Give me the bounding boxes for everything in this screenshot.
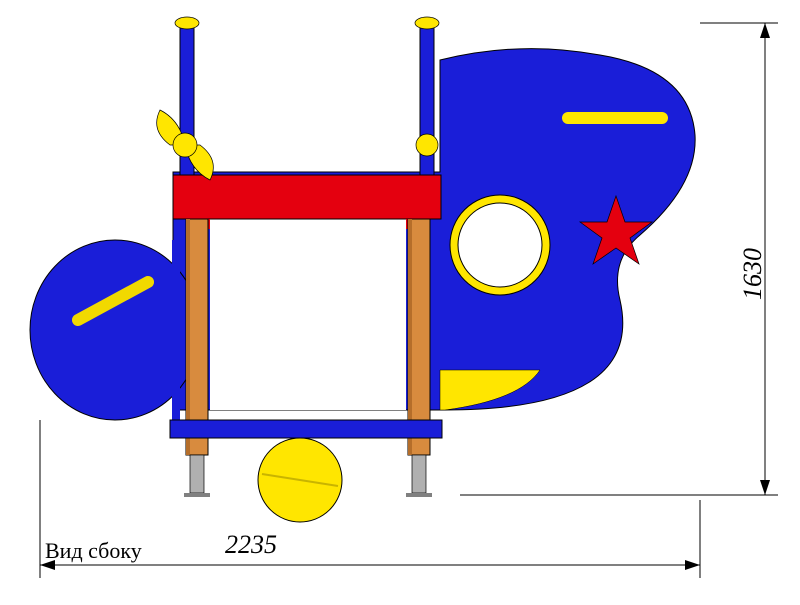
post-cap-right [415, 17, 439, 29]
technical-drawing [0, 0, 800, 600]
foot-right [406, 455, 432, 497]
height-dimension-label: 1630 [738, 248, 768, 300]
airplane-svg [0, 0, 800, 600]
crossbar-blue [170, 420, 442, 438]
post-cap-left [175, 17, 199, 29]
arrow-top [760, 23, 770, 38]
porthole-inner [458, 203, 542, 287]
nose-join [172, 240, 180, 420]
knob-right [416, 134, 438, 156]
foot-left [184, 455, 210, 497]
platform-bar [173, 175, 441, 219]
arrow-bottom [760, 480, 770, 495]
cabin-opening [210, 218, 406, 410]
view-label: Вид сбоку [45, 538, 142, 564]
arrow-right [685, 560, 700, 570]
width-dimension-label: 2235 [225, 530, 277, 560]
